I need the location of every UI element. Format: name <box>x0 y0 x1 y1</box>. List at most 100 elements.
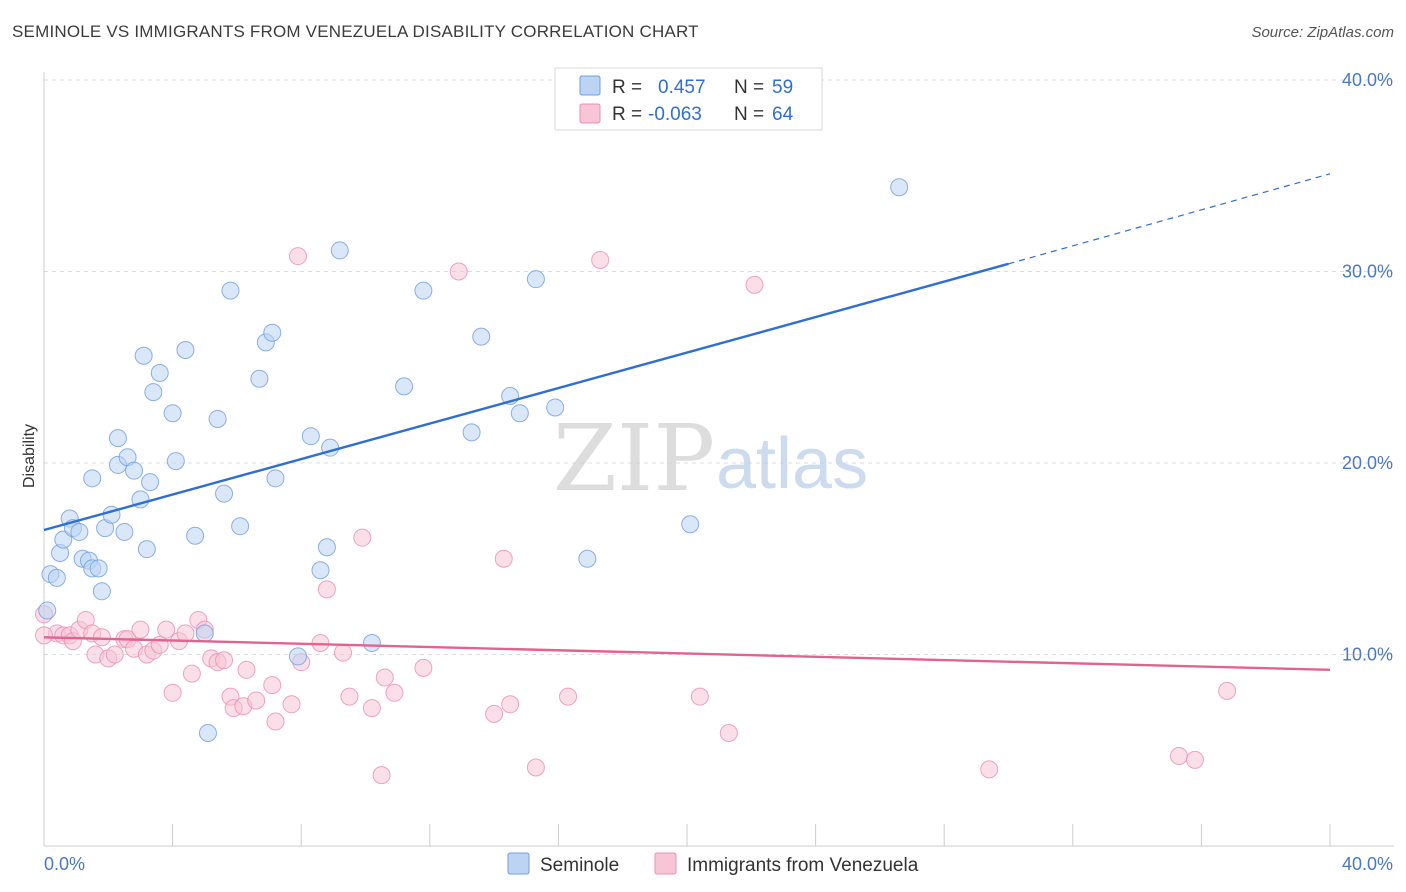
y-axis-title: Disability <box>21 424 38 488</box>
grid-lines <box>44 79 1394 655</box>
seminole-point-40 <box>266 469 285 488</box>
seminole-point-26 <box>134 346 153 365</box>
venezuela-point-63 <box>35 626 53 645</box>
seminole-trend-extension <box>1008 173 1331 265</box>
seminole-point-39 <box>263 323 282 342</box>
venezuela-point-52 <box>494 549 513 568</box>
source-credit: Source: ZipAtlas.com <box>1251 24 1394 41</box>
venezuela-point-34 <box>263 676 282 695</box>
venezuela-point-9 <box>92 628 111 647</box>
watermark-zip: ZIP <box>553 405 715 512</box>
legend-r-label-venezuela: R = <box>612 104 642 125</box>
seminole-point-33 <box>208 409 227 428</box>
venezuela-point-59 <box>980 760 999 779</box>
legend-r-value-seminole: 0.457 <box>658 77 706 98</box>
seminole-point-27 <box>163 404 182 423</box>
venezuela-point-42 <box>340 687 359 706</box>
trend-lines <box>43 173 1331 672</box>
venezuela-point-57 <box>719 724 738 743</box>
x-tick-label-max: 40.0% <box>1342 854 1393 874</box>
venezuela-point-55 <box>591 251 610 270</box>
seminole-point-34 <box>215 484 234 503</box>
legend-bottom: Seminole Immigrants from Venezuela <box>507 852 919 876</box>
seminole-point-46 <box>330 241 349 260</box>
x-tick-labels: 0.0% 40.0% <box>44 854 1393 874</box>
y-tick-label-30: 30.0% <box>1342 262 1393 282</box>
y-tick-labels: 10.0% 20.0% 30.0% 40.0% <box>1342 70 1393 665</box>
venezuela-point-20 <box>163 683 182 702</box>
seminole-point-28 <box>166 452 185 471</box>
legend-r-value-venezuela: -0.063 <box>648 104 702 125</box>
seminole-point-13 <box>83 469 102 488</box>
seminole-point-58 <box>890 178 909 197</box>
venezuela-point-61 <box>1185 750 1204 769</box>
seminole-point-36 <box>231 517 250 536</box>
legend-swatch-venezuela <box>579 103 601 124</box>
venezuela-point-33 <box>247 691 266 710</box>
legend-r-label-seminole: R = <box>612 77 642 98</box>
seminole-point-16 <box>108 429 127 448</box>
y-tick-label-20: 20.0% <box>1342 453 1393 473</box>
venezuela-point-50 <box>485 704 504 723</box>
seminole-point-56 <box>578 549 597 568</box>
legend-bottom-label-venezuela: Immigrants from Venezuela <box>687 855 919 876</box>
watermark: ZIP atlas <box>553 405 868 512</box>
axes <box>43 72 1394 847</box>
legend-bottom-label-seminole: Seminole <box>540 855 619 876</box>
venezuela-point-51 <box>501 695 520 714</box>
seminole-point-29 <box>176 341 195 360</box>
venezuela-point-44 <box>362 699 381 718</box>
venezuela-trend-line <box>43 636 1331 672</box>
venezuela-point-22 <box>176 624 195 643</box>
venezuela-point-45 <box>372 766 391 785</box>
series-seminole-points <box>38 178 909 743</box>
legend-n-value-venezuela: 64 <box>772 104 794 125</box>
seminole-point-31 <box>195 624 214 643</box>
seminole-trend-line <box>43 262 1009 532</box>
legend-n-label-venezuela: N = <box>734 104 764 125</box>
venezuela-point-54 <box>559 687 578 706</box>
seminole-point-48 <box>395 377 414 396</box>
venezuela-point-35 <box>266 712 285 731</box>
y-tick-label-40: 40.0% <box>1342 70 1393 90</box>
seminole-point-44 <box>317 538 336 557</box>
seminole-point-7 <box>70 522 89 541</box>
venezuela-point-41 <box>333 643 352 662</box>
seminole-point-42 <box>301 427 320 446</box>
venezuela-point-53 <box>526 758 545 777</box>
venezuela-point-38 <box>288 247 307 266</box>
venezuela-point-43 <box>353 528 372 547</box>
seminole-point-35 <box>221 281 240 300</box>
venezuela-point-40 <box>317 580 336 599</box>
venezuela-point-49 <box>449 262 468 281</box>
venezuela-point-58 <box>745 275 764 294</box>
venezuela-point-56 <box>690 687 709 706</box>
venezuela-point-23 <box>182 664 201 683</box>
seminole-point-37 <box>250 369 269 388</box>
seminole-point-4 <box>54 530 73 549</box>
seminole-point-11 <box>89 559 108 578</box>
seminole-point-50 <box>462 423 481 442</box>
venezuela-point-32 <box>237 660 256 679</box>
venezuela-point-48 <box>414 658 433 677</box>
seminole-point-30 <box>186 526 205 545</box>
seminole-point-55 <box>546 398 565 417</box>
watermark-atlas: atlas <box>716 424 868 504</box>
venezuela-point-11 <box>105 645 124 664</box>
seminole-point-54 <box>526 270 545 289</box>
series-venezuela-points <box>35 247 1237 785</box>
legend-n-value-seminole: 59 <box>772 77 793 98</box>
venezuela-point-28 <box>215 651 234 670</box>
seminole-point-12 <box>92 582 111 601</box>
seminole-point-43 <box>311 561 330 580</box>
seminole-point-25 <box>150 363 169 382</box>
seminole-point-23 <box>141 473 160 492</box>
legend-n-label-seminole: N = <box>734 77 764 98</box>
legend-top: R = 0.457 N = 59 R = -0.063 N = 64 <box>554 67 823 131</box>
legend-swatch-seminole <box>579 75 601 96</box>
seminole-point-19 <box>125 461 144 480</box>
venezuela-point-36 <box>282 695 301 714</box>
seminole-point-53 <box>510 404 529 423</box>
seminole-point-41 <box>288 647 307 666</box>
